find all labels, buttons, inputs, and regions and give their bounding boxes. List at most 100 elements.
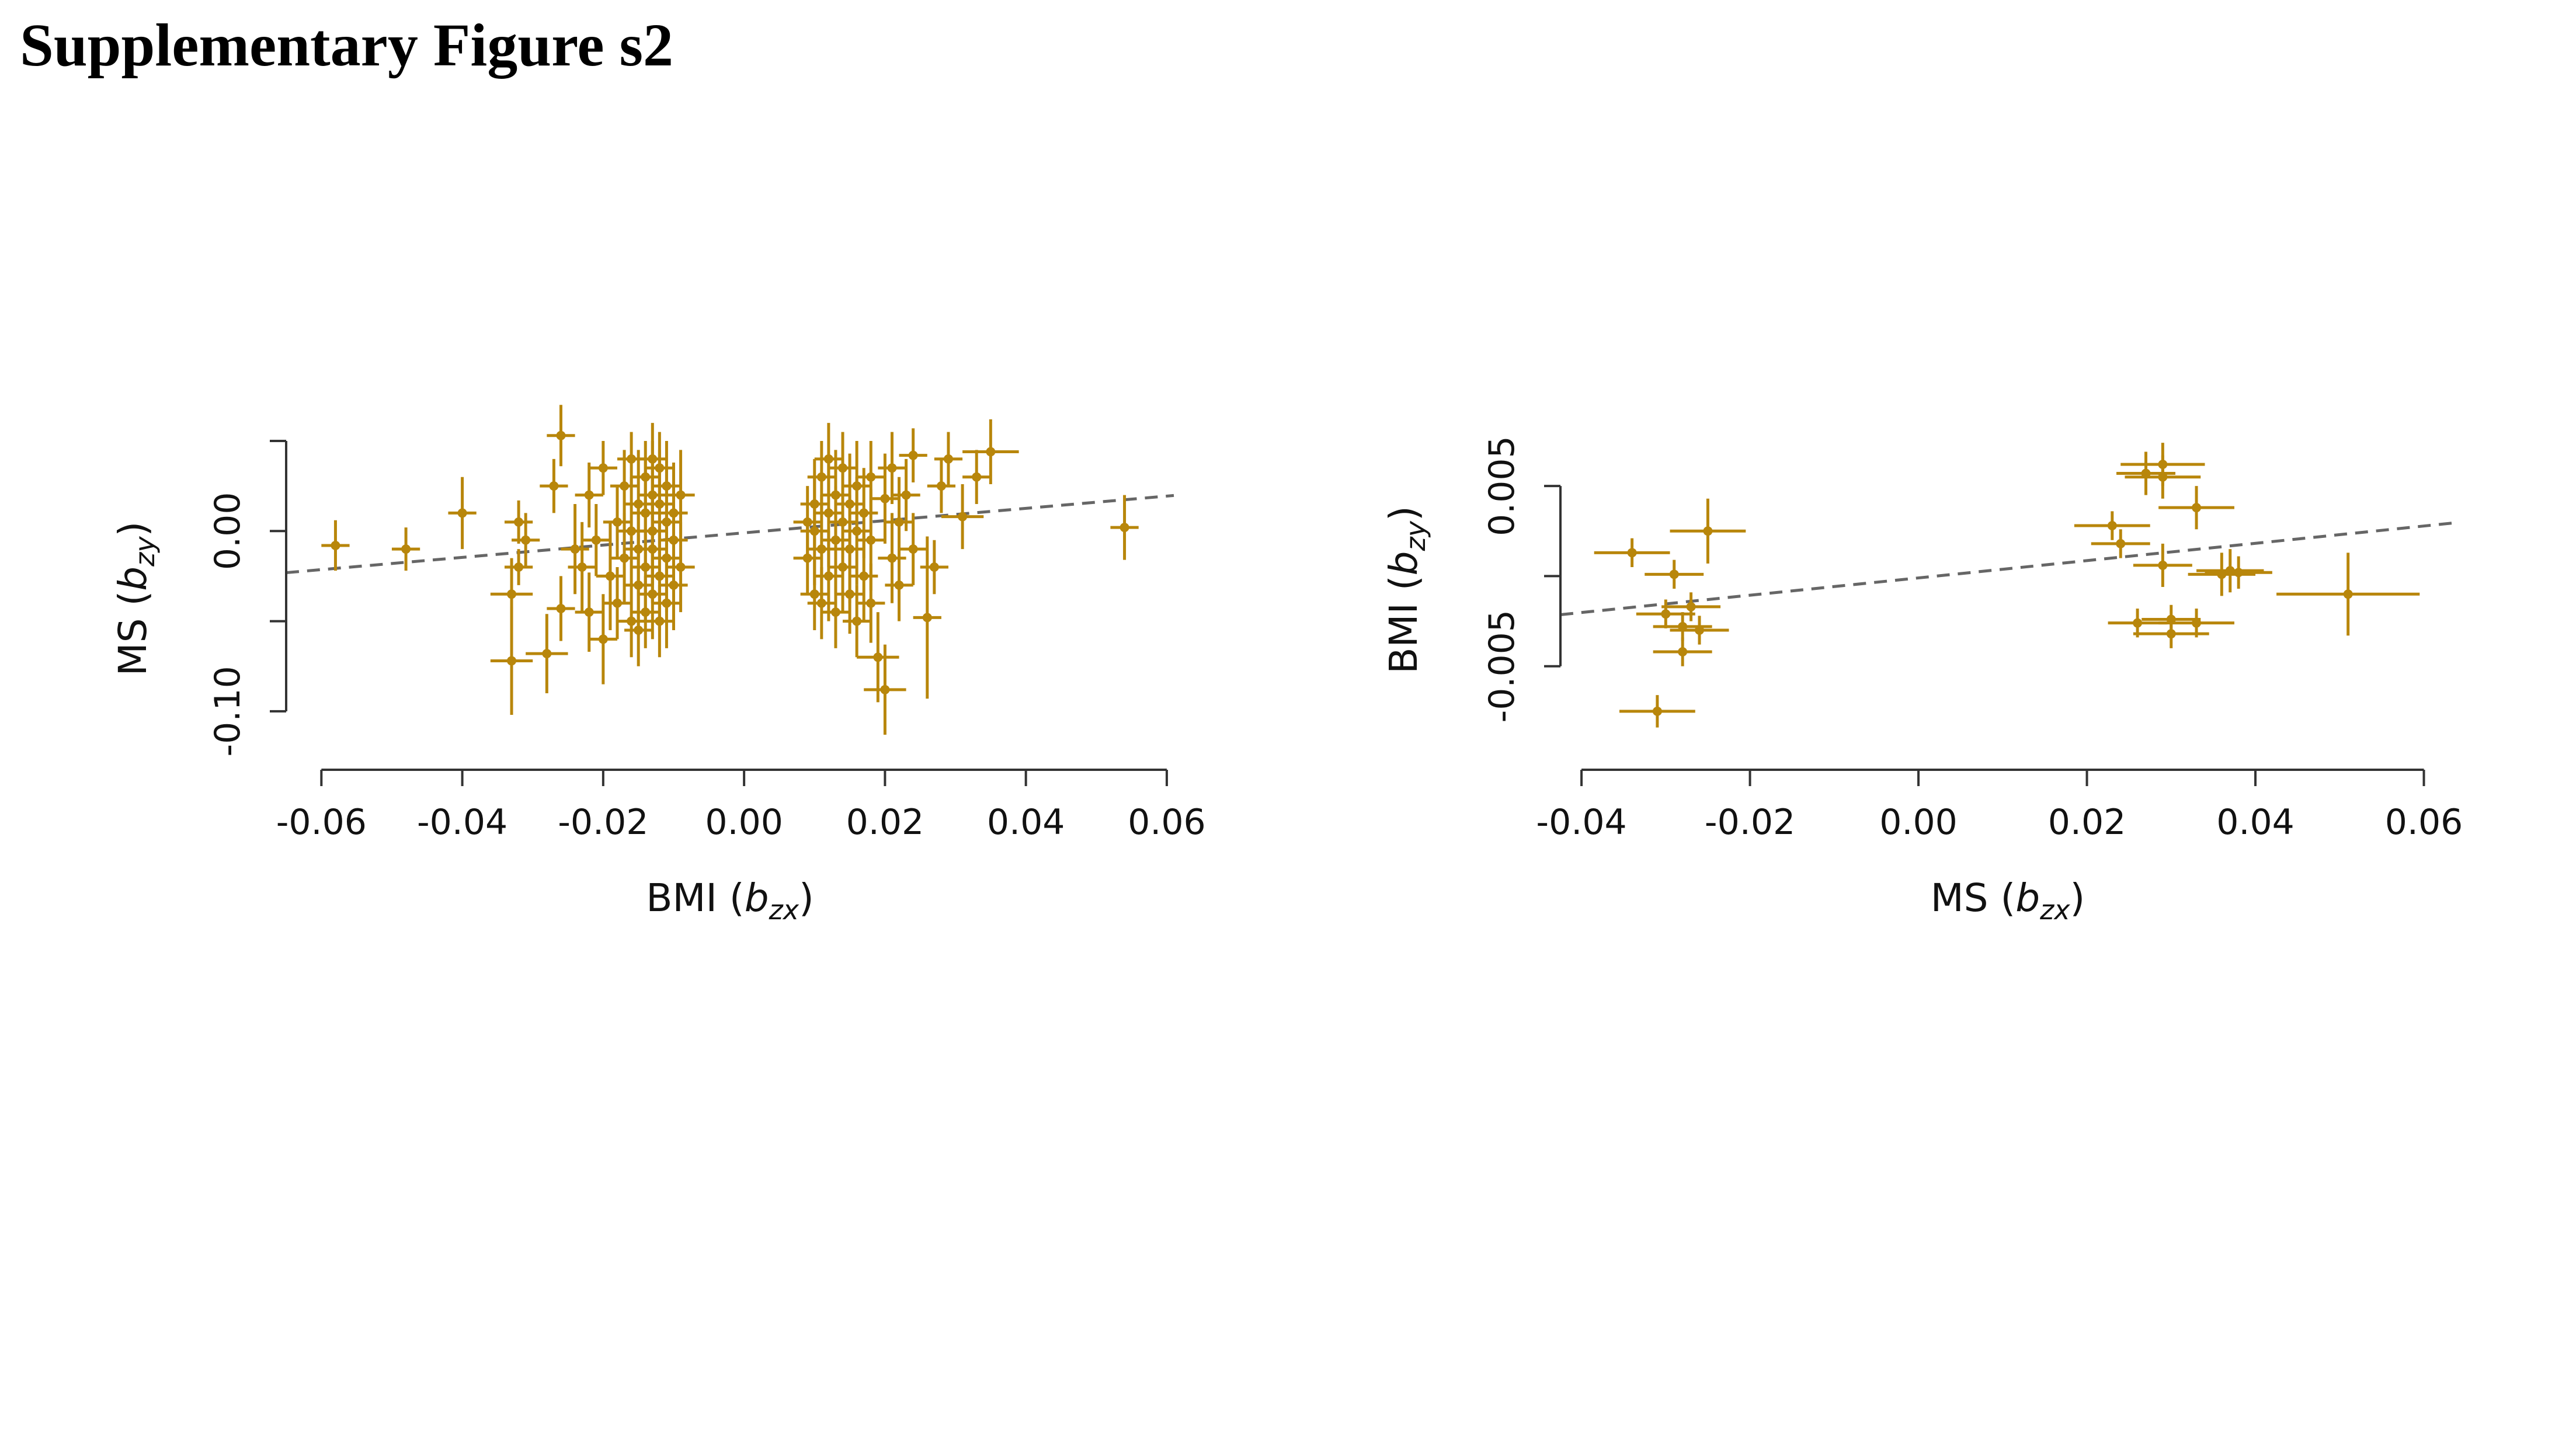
x-axis-title-close: )	[799, 875, 814, 920]
data-point	[457, 508, 467, 518]
x-axis-title-close: )	[2070, 875, 2085, 920]
data-point	[507, 656, 517, 666]
y-axis: -0.005 0.005	[1482, 436, 1562, 722]
data-point	[830, 607, 840, 617]
data-point	[845, 589, 855, 599]
data-point	[648, 526, 658, 536]
data-point	[816, 472, 826, 482]
y-tick-label: 0.00	[207, 492, 248, 570]
data-point	[634, 580, 644, 590]
data-point	[662, 517, 672, 527]
data-point	[1661, 609, 1671, 619]
data-point	[556, 603, 566, 613]
data-point	[2343, 589, 2353, 599]
data-point	[662, 553, 672, 563]
y-axis-title-close: )	[1381, 506, 1426, 521]
data-point	[676, 490, 686, 500]
y-tick-label: -0.10	[207, 666, 248, 756]
data-point	[838, 562, 848, 572]
y-axis-title-main: BMI (	[1381, 575, 1426, 673]
data-point	[669, 580, 679, 590]
data-point	[823, 508, 833, 518]
data-point	[887, 463, 897, 473]
regression-fit-line	[286, 494, 1174, 575]
data-point	[2192, 503, 2202, 513]
data-point	[2217, 569, 2227, 579]
data-point	[2166, 614, 2176, 624]
data-point	[2158, 472, 2168, 482]
data-point	[669, 508, 679, 518]
data-point	[627, 526, 637, 536]
x-tick-label: 0.02	[2048, 802, 2126, 843]
data-point	[401, 544, 411, 554]
data-point	[1703, 526, 1713, 536]
x-tick-label: -0.04	[1536, 802, 1626, 843]
x-axis-title-b: b	[745, 875, 769, 920]
data-point	[809, 526, 819, 536]
data-point	[2234, 568, 2244, 578]
data-point	[577, 562, 587, 572]
data-point	[936, 481, 946, 491]
data-point	[570, 544, 580, 554]
data-point	[943, 454, 953, 464]
data-point	[845, 499, 855, 509]
data-point	[845, 544, 855, 554]
data-point	[612, 517, 622, 527]
data-point	[1686, 602, 1696, 611]
error-bars-group	[1594, 443, 2420, 728]
data-point	[655, 571, 665, 581]
data-point	[2225, 566, 2235, 576]
data-point	[816, 544, 826, 554]
data-point	[809, 589, 819, 599]
data-point	[331, 540, 340, 550]
data-point	[859, 508, 869, 518]
data-point	[922, 613, 932, 623]
data-point	[556, 430, 566, 440]
fit-line-group	[1560, 521, 2454, 616]
y-axis-title-b: b	[110, 567, 155, 591]
data-point	[648, 490, 658, 500]
x-tick-label: 0.00	[705, 802, 783, 843]
data-point	[507, 589, 517, 599]
regression-fit-line	[1560, 521, 2454, 616]
data-point	[627, 454, 637, 464]
data-point	[598, 463, 608, 473]
data-point	[894, 580, 904, 590]
data-point	[634, 626, 644, 635]
data-point	[866, 472, 876, 482]
data-point	[648, 544, 658, 554]
data-point	[816, 598, 826, 608]
data-point	[2158, 460, 2168, 470]
x-tick-label: -0.06	[276, 802, 367, 843]
data-point	[627, 616, 637, 626]
data-point	[2107, 521, 2117, 531]
x-axis-title-main: MS (	[1931, 875, 2016, 920]
data-point	[887, 553, 897, 563]
data-point	[901, 490, 911, 500]
data-point	[655, 616, 665, 626]
data-point	[549, 481, 559, 491]
x-axis-title: BMI (bzx)	[646, 875, 814, 926]
data-point	[641, 508, 651, 518]
x-tick-label: 0.04	[987, 802, 1065, 843]
x-tick-label: -0.02	[558, 802, 648, 843]
data-point	[1652, 706, 1662, 716]
x-tick-label: 0.00	[1879, 802, 1958, 843]
x-tick-label: 0.04	[2216, 802, 2295, 843]
data-point	[802, 517, 812, 527]
data-point	[634, 499, 644, 509]
points-group	[331, 430, 1129, 694]
data-point	[641, 562, 651, 572]
x-tick-label: -0.02	[1705, 802, 1795, 843]
data-point	[958, 512, 968, 522]
data-point	[809, 499, 819, 509]
x-axis: -0.04 -0.02 0.00 0.02 0.04 0.06	[1536, 769, 2463, 843]
data-point	[584, 490, 594, 500]
data-point	[838, 517, 848, 527]
y-axis-title: MS (bzy)	[110, 522, 161, 676]
y-axis: -0.10 0.00	[207, 440, 287, 756]
data-point	[662, 598, 672, 608]
x-axis-title-b: b	[2015, 875, 2040, 920]
data-point	[823, 571, 833, 581]
x-axis-title: MS (bzx)	[1931, 875, 2085, 926]
